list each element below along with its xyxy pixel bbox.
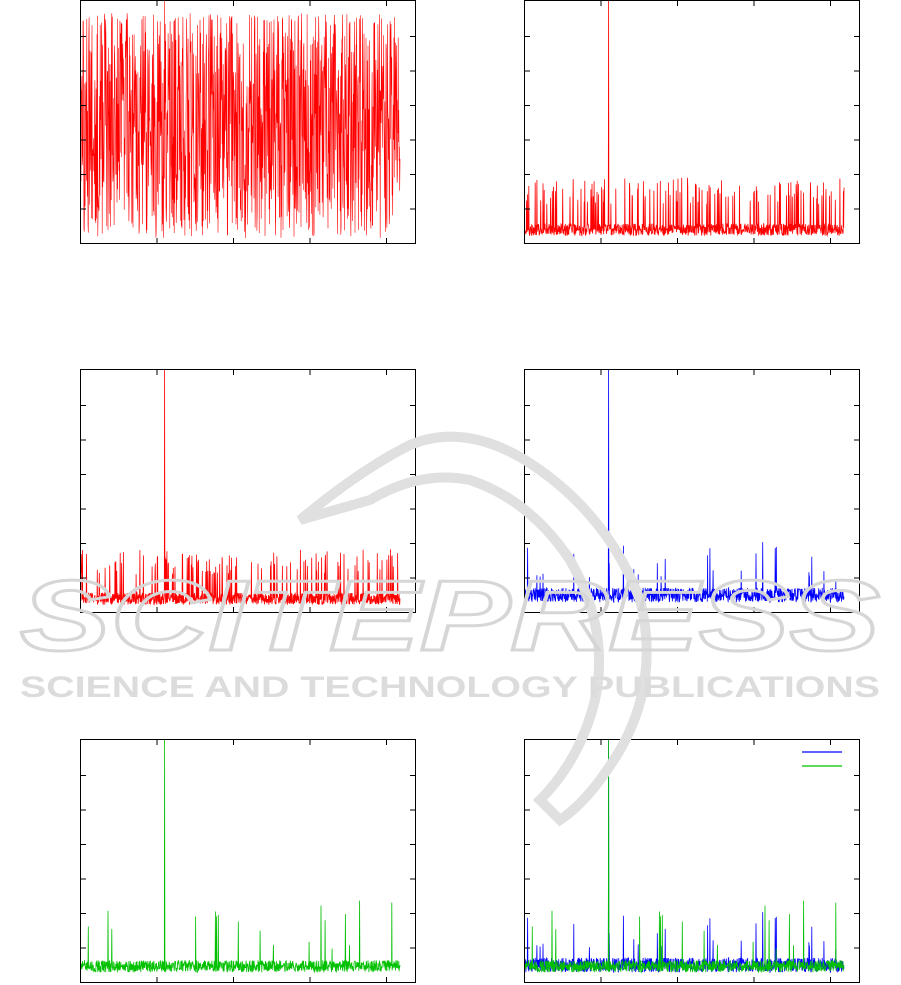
chart-1-svg <box>80 0 416 244</box>
chart-4-svg <box>524 369 860 613</box>
chart-3-plot-frame <box>80 369 416 613</box>
chart-2-series-1-line <box>524 0 845 237</box>
chart-6-series-1-line <box>524 739 845 974</box>
chart-6-plot-frame <box>524 739 860 983</box>
chart-panel-4 <box>524 369 860 613</box>
chart-3-svg <box>80 369 416 613</box>
chart-panel-5 <box>80 739 416 983</box>
chart-1-plot-frame <box>80 0 416 244</box>
chart-5-series-1-line <box>80 739 401 974</box>
chart-6-svg <box>524 739 860 983</box>
chart-panel-3 <box>80 369 416 613</box>
chart-2-svg <box>524 0 860 244</box>
chart-3-series-1-line <box>80 369 401 606</box>
chart-4-series-1-line <box>524 369 845 604</box>
chart-panel-1 <box>80 0 416 244</box>
chart-1-series-1-line <box>80 0 401 239</box>
watermark-subtitle: SCIENCE AND TECHNOLOGY PUBLICATIONS <box>20 671 880 704</box>
chart-panel-2 <box>524 0 860 244</box>
chart-5-plot-frame <box>80 739 416 983</box>
chart-6-series-2-line <box>524 739 845 974</box>
chart-panel-6 <box>524 739 860 983</box>
chart-2-plot-frame <box>524 0 860 244</box>
chart-5-svg <box>80 739 416 983</box>
